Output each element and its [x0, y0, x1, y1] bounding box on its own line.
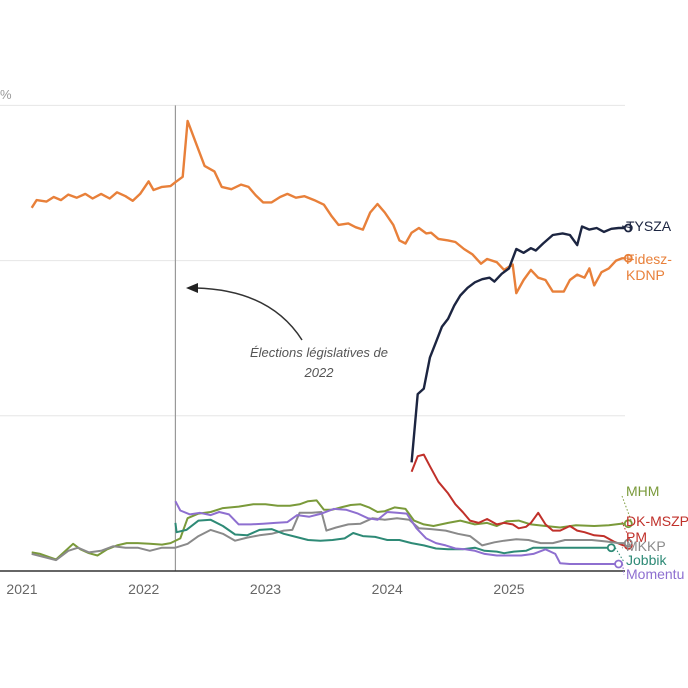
- x-tick-label: 2024: [372, 581, 403, 597]
- label-connector-mhm: [621, 495, 633, 524]
- series-label-fidesz-kdnp: KDNP: [626, 267, 665, 283]
- series-lines: [30, 119, 633, 569]
- series-label-dk-mszp-pm: DK-MSZP-: [626, 513, 688, 529]
- end-marker-momentum: [614, 559, 623, 569]
- arrowhead-icon: [186, 283, 198, 293]
- end-marker-jobbik: [606, 543, 616, 553]
- label-connector-dk-mszp-pm: [621, 521, 633, 546]
- series-labels: Fidesz-KDNP TYSZA MHM DK-MSZP-PMMKKPJobbikM…: [614, 218, 688, 582]
- x-tick-label: 2025: [493, 581, 524, 597]
- series-label-fidesz-kdnp: Fidesz-: [626, 251, 672, 267]
- x-tick-label: 2023: [250, 581, 281, 597]
- y-unit-label: %: [0, 87, 12, 102]
- x-tick-labels: 2021 2022 2023 2024 2025: [6, 581, 524, 597]
- series-line-jobbik: [174, 518, 612, 555]
- label-connector-tysza: [621, 225, 633, 229]
- series-line-fidesz-kdnp: [30, 119, 629, 295]
- series-line-momentum: [174, 500, 619, 565]
- label-connector-momentum: [622, 563, 625, 576]
- annotation-text-line-1: Élections législatives de: [250, 345, 388, 360]
- series-label-mhm: MHM: [626, 483, 659, 499]
- label-connector-jobbik: [614, 547, 625, 563]
- series-label-momentum: Momentu: [626, 566, 684, 582]
- series-label-dk-mszp-pm: PM: [626, 529, 647, 545]
- annotation-arrow: [195, 287, 303, 341]
- gridlines: [0, 104, 625, 417]
- series-line-dk-mszp-pm: [410, 453, 629, 547]
- series-label-mkkp: MKKP: [626, 538, 666, 554]
- series-label-tysza: TYSZA: [626, 218, 672, 234]
- series-line-mkkp: [31, 511, 629, 562]
- x-tick-label: 2021: [6, 581, 37, 597]
- election-annotation: Élections législatives de 2022: [186, 283, 388, 380]
- series-label-jobbik: Jobbik: [626, 552, 667, 568]
- annotation-text-line-2: 2022: [304, 365, 335, 380]
- x-tick-label: 2022: [128, 581, 159, 597]
- series-line-tysza: [410, 225, 629, 463]
